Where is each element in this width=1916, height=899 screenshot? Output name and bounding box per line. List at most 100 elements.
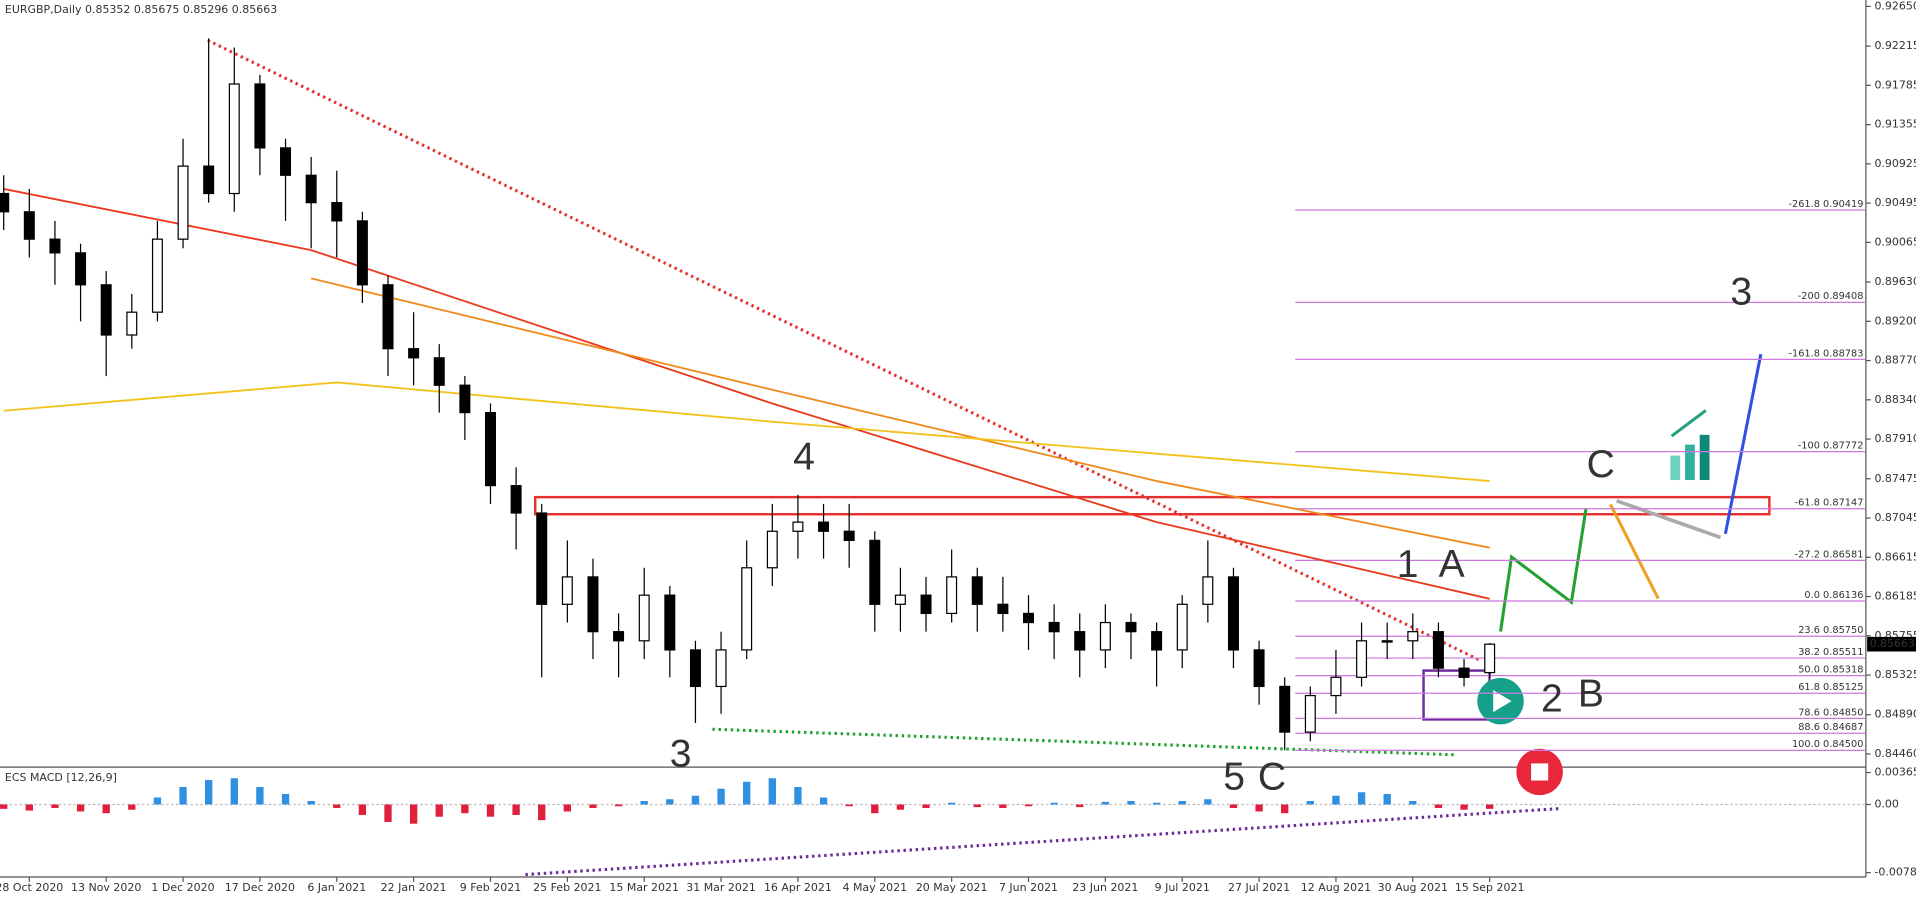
candle-body bbox=[1484, 643, 1496, 674]
wave-label: 3 bbox=[1730, 271, 1752, 314]
macd-bar bbox=[768, 778, 776, 805]
macd-tick-label: -0.0078025 bbox=[1874, 866, 1916, 879]
y-tick-label: 0.86615 bbox=[1874, 550, 1916, 563]
high: 0.85675 bbox=[134, 3, 179, 16]
candle-body bbox=[254, 83, 266, 149]
y-tick-label: 0.87045 bbox=[1874, 511, 1916, 524]
wave-label: 2 bbox=[1541, 677, 1563, 720]
y-tick-label: 0.84460 bbox=[1874, 747, 1916, 760]
fib-ratio: 0.0 bbox=[1804, 590, 1820, 601]
fib-price: 0.88783 bbox=[1823, 348, 1863, 359]
candle-body bbox=[997, 603, 1009, 615]
fib-ratio: -27.2 bbox=[1795, 549, 1820, 560]
candle-body bbox=[1432, 631, 1444, 669]
moving-average bbox=[310, 277, 1490, 549]
macd-bar bbox=[179, 787, 187, 805]
fib-price: 0.86581 bbox=[1823, 549, 1863, 560]
y-tick-label: 0.89200 bbox=[1874, 314, 1916, 327]
fib-price: 0.86136 bbox=[1823, 590, 1863, 601]
macd-bar bbox=[76, 804, 85, 812]
macd-bar bbox=[1101, 801, 1110, 805]
candle-body bbox=[331, 202, 343, 222]
fib-price: 0.84850 bbox=[1823, 707, 1863, 718]
macd-bar bbox=[871, 804, 879, 814]
fib-label: -27.2 0.86581 bbox=[1795, 549, 1864, 560]
candle-body bbox=[0, 192, 10, 213]
candle-body bbox=[1253, 649, 1265, 688]
projection-arrow bbox=[1499, 507, 1588, 632]
candle-group bbox=[0, 38, 1496, 751]
macd-bar bbox=[640, 800, 648, 805]
x-tick-label: 12 Aug 2021 bbox=[1301, 881, 1371, 894]
y-tick-label: 0.86185 bbox=[1874, 590, 1916, 603]
macd-bar bbox=[333, 804, 341, 808]
candle-body bbox=[459, 384, 471, 414]
candle-body bbox=[894, 594, 906, 605]
fib-label: 61.8 0.85125 bbox=[1798, 682, 1863, 693]
projection-arrow bbox=[1616, 499, 1722, 540]
y-tick-label: 0.87910 bbox=[1874, 432, 1916, 445]
macd-bar bbox=[1024, 804, 1033, 807]
close: 0.85663 bbox=[232, 3, 277, 16]
fib-label: 38.2 0.85511 bbox=[1798, 647, 1863, 658]
moving-average bbox=[3, 381, 1490, 482]
candle-body bbox=[510, 485, 522, 514]
fib-price: 0.85318 bbox=[1823, 665, 1863, 676]
icon-arrow bbox=[1670, 409, 1707, 438]
fib-ratio: -100 bbox=[1798, 441, 1820, 452]
candle-body bbox=[971, 576, 983, 605]
macd-bar bbox=[1204, 799, 1212, 805]
macd-bar bbox=[1050, 802, 1058, 805]
candle-body bbox=[741, 567, 753, 651]
macd-bar bbox=[1434, 804, 1443, 808]
x-tick-label: 17 Dec 2020 bbox=[225, 881, 295, 894]
candle-body bbox=[1227, 576, 1239, 651]
macd-bar bbox=[384, 804, 392, 822]
fib-price: 0.90419 bbox=[1823, 199, 1863, 210]
macd-bar bbox=[486, 804, 495, 817]
candle-body bbox=[1023, 612, 1035, 624]
candle-body bbox=[715, 649, 727, 688]
macd-bar bbox=[102, 804, 110, 814]
macd-bar bbox=[281, 793, 290, 805]
y-tick-label: 0.87475 bbox=[1874, 472, 1916, 485]
indicator-title: ECS MACD [12,26,9] bbox=[5, 771, 117, 784]
fib-label: 0.0 0.86136 bbox=[1804, 590, 1863, 601]
fib-price: 0.87772 bbox=[1823, 441, 1863, 452]
macd-bar bbox=[1127, 800, 1135, 805]
macd-bar bbox=[691, 795, 700, 805]
x-tick-label: 15 Sep 2021 bbox=[1455, 881, 1525, 894]
candle-body bbox=[613, 631, 625, 642]
wave-label: 1 bbox=[1397, 543, 1419, 586]
fib-label: -161.8 0.88783 bbox=[1788, 348, 1863, 359]
candle-body bbox=[792, 521, 804, 532]
macd-bar bbox=[205, 780, 213, 805]
candle-body bbox=[433, 357, 445, 386]
macd-bar bbox=[666, 799, 674, 805]
wave-label: A bbox=[1439, 543, 1465, 586]
fib-ratio: 50.0 bbox=[1798, 665, 1820, 676]
candle-body bbox=[177, 165, 189, 240]
macd-bar bbox=[1383, 793, 1391, 805]
x-tick-label: 15 Mar 2021 bbox=[609, 881, 679, 894]
fib-group: -261.8 0.90419 -200 0.89408 -161.8 0.88783… bbox=[1295, 199, 1866, 751]
x-tick-label: 1 Dec 2020 bbox=[151, 881, 214, 894]
fib-label: -61.8 0.87147 bbox=[1795, 498, 1864, 509]
icon-bar bbox=[1699, 434, 1710, 481]
wave-label: C bbox=[1587, 443, 1615, 486]
macd-bar bbox=[256, 787, 264, 805]
macd-bar bbox=[845, 804, 853, 807]
macd-bar bbox=[1485, 804, 1494, 809]
candle-body bbox=[1304, 694, 1316, 733]
macd-bar bbox=[922, 804, 930, 808]
fib-price: 0.87147 bbox=[1823, 498, 1863, 509]
fib-ratio: -200 bbox=[1798, 291, 1820, 302]
candle-body bbox=[638, 594, 650, 642]
candle-body bbox=[536, 512, 548, 605]
trendline bbox=[525, 807, 1560, 877]
x-tick-label: 31 Mar 2021 bbox=[686, 881, 756, 894]
x-tick-label: 13 Nov 2020 bbox=[71, 881, 141, 894]
macd-bar bbox=[25, 804, 33, 811]
